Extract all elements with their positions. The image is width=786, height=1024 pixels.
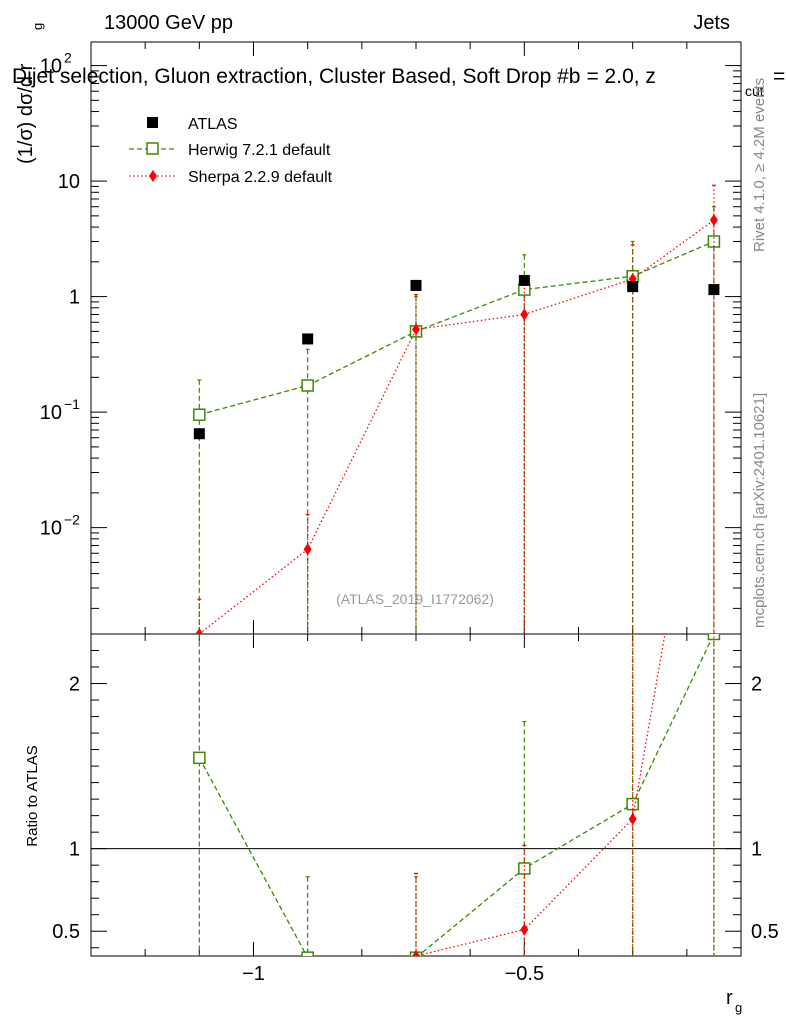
mcplots-credit: mcplots.cern.ch [arXiv:2401.10621] (751, 393, 768, 628)
y-axis-label-ratio: Ratio to ATLAS (24, 745, 41, 846)
x-tick-label: −0.5 (505, 963, 544, 985)
main-herwig-line (199, 240, 715, 416)
legend-herwig-label: Herwig 7.2.1 default (188, 142, 331, 159)
y-main-tick-exponent: −1 (64, 396, 80, 412)
y-axis-label-main: (1/σ) dσ/d r g (15, 23, 45, 164)
y-main-tick-label: 10 (40, 518, 62, 540)
y-ratio-tick-label-right: 2 (751, 674, 762, 696)
main-sherpa-point (195, 628, 204, 634)
ratio-sherpa-point (628, 812, 637, 825)
legend: ATLAS Herwig 7.2.1 default Sherpa 2.2.9 … (129, 116, 333, 186)
plot-title: Dijet selection, Gluon extraction, Clust… (12, 65, 656, 88)
y-main-tick-label: 10 (40, 56, 62, 78)
y-main-tick-label: 1 (69, 287, 80, 309)
main-plot-area (193, 184, 721, 634)
x-axis-label-sub: g (735, 1000, 742, 1015)
x-tick-label: −1 (242, 963, 265, 985)
y-label-main-text: (1/σ) dσ/d r (15, 63, 37, 164)
main-atlas-point (627, 281, 639, 293)
title-end: = (773, 65, 785, 88)
legend-atlas-label: ATLAS (188, 116, 238, 133)
y-main-tick-label: 10 (40, 402, 62, 424)
y-ratio-tick-label: 0.5 (52, 921, 80, 943)
title-sub: cut (745, 83, 764, 99)
legend-herwig-marker (146, 142, 159, 155)
ratio-herwig-point (193, 751, 206, 765)
ratio-sherpa-line (414, 634, 666, 956)
y-label-main-sub: g (30, 23, 45, 30)
ratio-herwig-point (301, 951, 314, 956)
main-herwig-point (193, 408, 206, 421)
ratio-herwig-line (198, 634, 715, 956)
title-tail: = 2.0, z (586, 65, 655, 88)
main-atlas-point (193, 428, 205, 440)
x-axis-label: r (726, 987, 733, 1009)
ratio-herwig-point (518, 862, 531, 875)
ratio-plot-area (193, 634, 721, 1016)
y-ratio-tick-label: 2 (69, 674, 80, 696)
main-sherpa-point (412, 323, 420, 336)
legend-sherpa-marker (149, 170, 157, 182)
main-sherpa-point (520, 308, 529, 321)
y-main-tick-label: 10 (58, 171, 80, 193)
ratio-sherpa-point (412, 950, 420, 956)
y-ratio-tick-label: 1 (69, 839, 80, 861)
header-right: Jets (693, 12, 730, 34)
y-ratio-tick-label-right: 1 (751, 839, 762, 861)
main-atlas-point (410, 279, 422, 291)
ratio-frame (90, 633, 742, 957)
legend-atlas-marker (147, 117, 158, 128)
ratio-herwig-point (707, 634, 721, 641)
y-ratio-tick-label-right: 0.5 (751, 921, 779, 943)
analysis-watermark: (ATLAS_2019_I1772062) (336, 591, 494, 607)
ratio-sherpa-point (520, 923, 529, 936)
main-sherpa-line (198, 219, 715, 634)
main-atlas-point (302, 333, 314, 345)
y-main-tick-exponent: 2 (64, 50, 72, 66)
main-atlas-point (518, 274, 530, 286)
ratio-sherpa-point (304, 1004, 312, 1016)
main-sherpa-point (709, 214, 718, 227)
main-herwig-point (301, 379, 314, 392)
main-sherpa-point (303, 543, 312, 556)
y-main-tick-exponent: −2 (64, 512, 80, 528)
rivet-version: Rivet 4.1.0, ≥ 4.2M events (751, 78, 768, 252)
title-main: Dijet selection, Gluon extraction, Clust… (12, 65, 580, 88)
ratio-sherpa-point (195, 1004, 203, 1016)
legend-sherpa-label: Sherpa 2.2.9 default (188, 169, 333, 186)
header-left: 13000 GeV pp (104, 12, 233, 34)
main-atlas-point (708, 284, 720, 296)
